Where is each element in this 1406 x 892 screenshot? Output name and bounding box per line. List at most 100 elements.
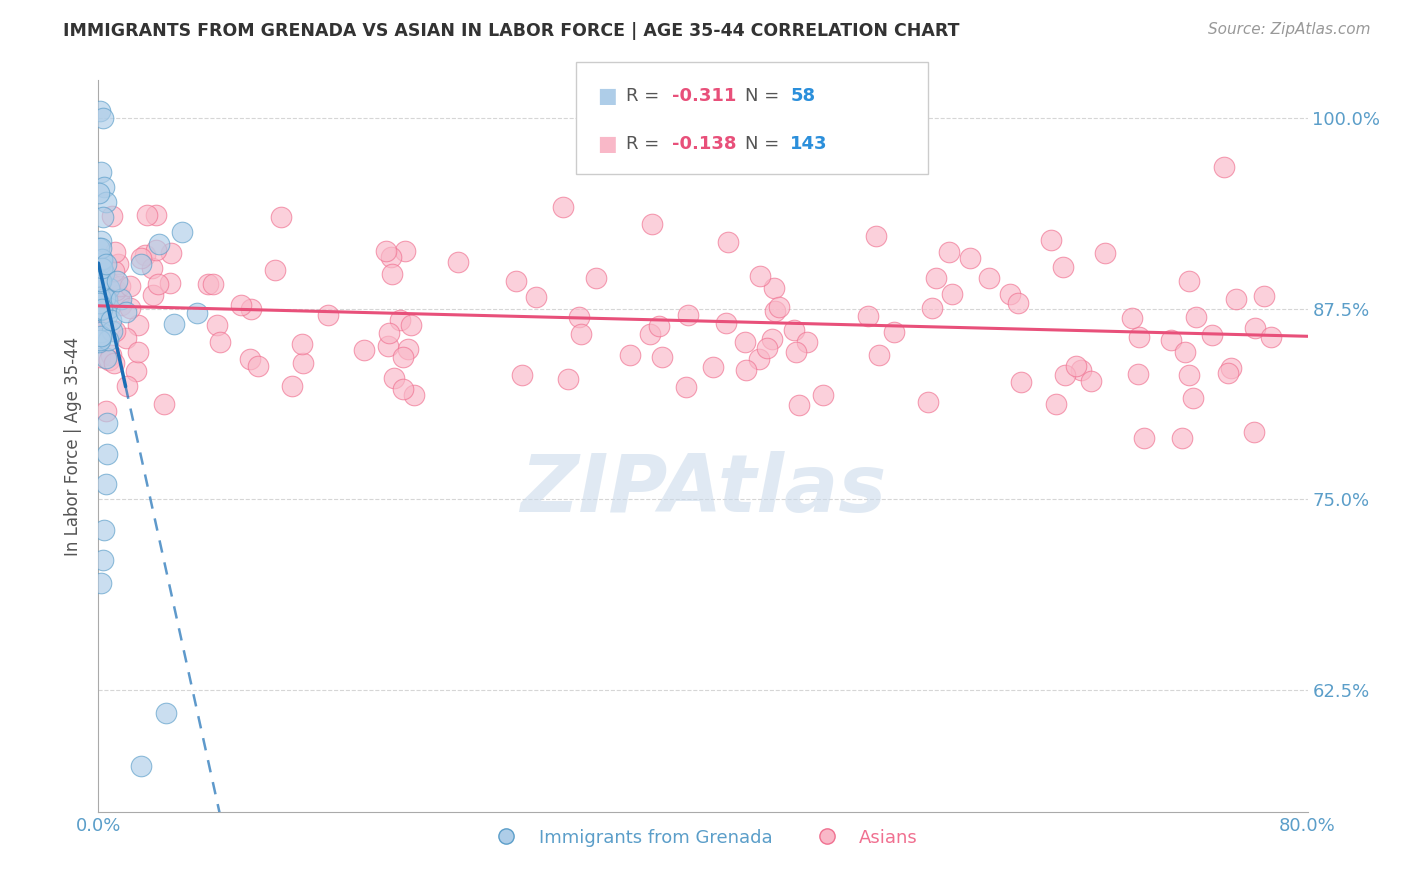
Point	[377, 339, 399, 353]
Point	[263, 263, 285, 277]
Point	[104, 245, 127, 260]
Point	[152, 397, 174, 411]
Point	[114, 331, 136, 345]
Point	[90, 329, 112, 343]
Point	[1184, 310, 1206, 325]
Point	[316, 308, 339, 322]
Point	[159, 276, 181, 290]
Point	[702, 359, 724, 374]
Point	[925, 270, 948, 285]
Point	[447, 255, 470, 269]
Point	[651, 350, 673, 364]
Point	[1201, 328, 1223, 343]
Point	[186, 305, 208, 319]
Point	[90, 274, 112, 288]
Point	[87, 275, 110, 289]
Point	[789, 398, 811, 412]
Point	[103, 356, 125, 370]
Point	[107, 287, 129, 301]
Point	[90, 301, 112, 316]
Point	[142, 287, 165, 301]
Point	[382, 371, 405, 385]
Point	[1040, 233, 1063, 247]
Point	[89, 296, 111, 310]
Point	[959, 251, 981, 265]
Point	[110, 292, 132, 306]
Point	[1178, 368, 1201, 383]
Point	[1174, 345, 1197, 359]
Point	[155, 706, 177, 720]
Point	[763, 303, 786, 318]
Point	[748, 351, 770, 366]
Point	[638, 326, 661, 341]
Point	[94, 351, 117, 365]
Point	[1260, 329, 1282, 343]
Point	[93, 291, 115, 305]
Point	[90, 301, 112, 315]
Text: 143: 143	[790, 135, 828, 153]
Point	[716, 316, 738, 330]
Y-axis label: In Labor Force | Age 35-44: In Labor Force | Age 35-44	[65, 336, 83, 556]
Text: -0.311: -0.311	[672, 87, 737, 104]
Legend: Immigrants from Grenada, Asians: Immigrants from Grenada, Asians	[481, 822, 925, 854]
Point	[141, 261, 163, 276]
Point	[755, 341, 778, 355]
Point	[96, 447, 118, 461]
Point	[94, 477, 117, 491]
Point	[389, 313, 412, 327]
Text: -0.138: -0.138	[672, 135, 737, 153]
Point	[89, 103, 111, 118]
Point	[883, 325, 905, 339]
Point	[114, 305, 136, 319]
Point	[91, 264, 114, 278]
Point	[1052, 260, 1074, 274]
Point	[205, 318, 228, 333]
Point	[1080, 375, 1102, 389]
Point	[641, 217, 664, 231]
Point	[239, 302, 262, 317]
Point	[510, 368, 533, 382]
Point	[1220, 360, 1243, 375]
Point	[762, 281, 785, 295]
Point	[89, 274, 111, 288]
Point	[270, 210, 292, 224]
Point	[785, 344, 807, 359]
Point	[998, 286, 1021, 301]
Point	[505, 274, 527, 288]
Point	[567, 310, 589, 325]
Point	[89, 234, 111, 248]
Point	[125, 364, 148, 378]
Point	[1054, 368, 1077, 383]
Point	[134, 248, 156, 262]
Text: ■: ■	[598, 86, 617, 105]
Point	[103, 264, 125, 278]
Point	[1182, 392, 1205, 406]
Point	[796, 334, 818, 349]
Point	[101, 324, 124, 338]
Point	[89, 302, 111, 317]
Point	[1045, 397, 1067, 411]
Point	[98, 281, 121, 295]
Point	[93, 266, 115, 280]
Point	[1213, 160, 1236, 174]
Point	[1010, 375, 1032, 389]
Point	[98, 353, 121, 368]
Point	[96, 293, 118, 308]
Point	[93, 180, 115, 194]
Point	[749, 269, 772, 284]
Point	[353, 343, 375, 357]
Point	[91, 260, 114, 275]
Point	[110, 298, 132, 312]
Point	[619, 348, 641, 362]
Point	[90, 325, 112, 339]
Point	[89, 302, 111, 317]
Point	[100, 313, 122, 327]
Point	[107, 257, 129, 271]
Point	[127, 344, 149, 359]
Point	[118, 301, 141, 315]
Point	[292, 356, 315, 370]
Point	[90, 164, 112, 178]
Point	[209, 335, 232, 350]
Point	[129, 252, 152, 266]
Point	[89, 350, 111, 364]
